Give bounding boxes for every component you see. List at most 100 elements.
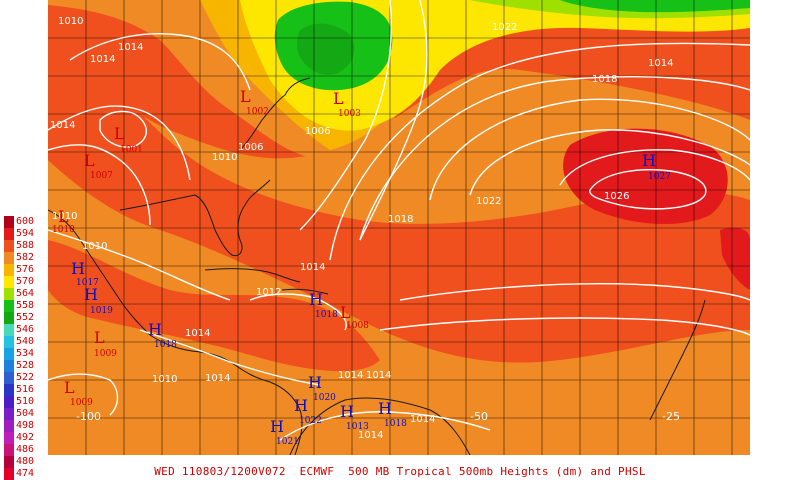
high-pressure-center: H 1019: [84, 285, 113, 316]
legend-label: 510: [16, 396, 35, 407]
svg-text:1001: 1001: [120, 145, 143, 155]
legend-entry: 552: [2, 312, 46, 324]
svg-text:H: H: [270, 417, 284, 436]
isobar-label: 1014: [50, 120, 75, 131]
legend-label: 552: [16, 312, 35, 323]
isobar-label: 1010: [82, 241, 107, 252]
svg-text:1018: 1018: [384, 419, 407, 429]
isobar-label: 1014: [410, 414, 435, 425]
isobar-label: 1010: [58, 16, 83, 27]
legend-swatch: [4, 348, 14, 360]
svg-text:1018: 1018: [315, 310, 338, 320]
isobars: [48, 0, 750, 441]
high-pressure-center: H 1020: [308, 373, 336, 403]
legend-label: 504: [16, 408, 35, 419]
legend-label: 492: [16, 432, 35, 443]
svg-text:L: L: [240, 87, 251, 106]
isobar-label: 1010: [52, 211, 77, 222]
height-shading: [48, 0, 750, 455]
svg-text:L: L: [340, 303, 351, 322]
legend-entry: 588: [2, 240, 46, 252]
legend-entry: 516: [2, 384, 46, 396]
high-pressure-center: H 1017: [71, 259, 99, 288]
legend-entry: 534: [2, 348, 46, 360]
svg-text:1027: 1027: [648, 172, 671, 182]
isobar-label: 1014: [338, 370, 363, 381]
low-pressure-center: L 1003: [333, 89, 361, 119]
isobar-label: 1014: [185, 328, 210, 339]
legend-entry: 492: [2, 432, 46, 444]
legend-entry: 594: [2, 228, 46, 240]
svg-text:L: L: [64, 378, 75, 397]
svg-text:L: L: [114, 124, 125, 143]
isobar-label: 1014: [118, 42, 143, 53]
land-outlines: [48, 77, 706, 455]
svg-text:1007: 1007: [90, 171, 113, 181]
svg-text:L: L: [333, 89, 344, 108]
legend-entry: 558: [2, 300, 46, 312]
legend-swatch: [4, 408, 14, 420]
legend-entry: 498: [2, 420, 46, 432]
low-pressure-center: L 1007: [84, 151, 113, 181]
isobar-label: 1014: [648, 58, 673, 69]
low-pressure-center: L 1010: [52, 207, 75, 235]
legend-label: 498: [16, 420, 35, 431]
high-pressure-center: H 1018: [378, 399, 407, 429]
svg-text:L: L: [94, 328, 105, 347]
high-pressure-center: H 1022: [294, 396, 322, 426]
isobar-label: 1014: [358, 430, 383, 441]
legend-entry: 504: [2, 408, 46, 420]
legend-label: 582: [16, 252, 35, 263]
svg-text:H: H: [340, 402, 354, 421]
legend-entry: 600: [2, 216, 46, 228]
longitude-label: -100: [76, 410, 101, 423]
legend-swatch: [4, 240, 14, 252]
isobar-label: 1022: [492, 22, 517, 33]
legend-swatch: [4, 360, 14, 372]
svg-text:1010: 1010: [52, 225, 75, 235]
legend-swatch: [4, 216, 14, 228]
legend-label: 516: [16, 384, 35, 395]
svg-text:1003: 1003: [338, 109, 361, 119]
legend-label: 570: [16, 276, 35, 287]
legend-label: 558: [16, 300, 35, 311]
high-pressure-center: H 1013: [340, 402, 369, 432]
legend-swatch: [4, 252, 14, 264]
legend-label: 540: [16, 336, 35, 347]
svg-text:L: L: [84, 151, 95, 170]
low-pressure-center: L 1009: [64, 378, 93, 408]
legend-entry: 582: [2, 252, 46, 264]
legend-label: 522: [16, 372, 35, 383]
svg-text:1009: 1009: [70, 398, 93, 408]
isobar-label: 1014: [90, 54, 115, 65]
legend-swatch: [4, 384, 14, 396]
legend-swatch: [4, 288, 14, 300]
low-pressure-center: L 1008: [340, 303, 369, 331]
legend-swatch: [4, 468, 14, 480]
legend-swatch: [4, 336, 14, 348]
legend-label: 564: [16, 288, 35, 299]
legend-swatch: [4, 228, 14, 240]
high-pressure-center: H 1018: [148, 320, 177, 350]
isobar-labels: 1010 1014 1014 1014 1022 1018 1014 1006 …: [50, 16, 673, 441]
legend-label: 528: [16, 360, 35, 371]
legend-label: 594: [16, 228, 35, 239]
legend-label: 588: [16, 240, 35, 251]
svg-text:L: L: [58, 207, 69, 226]
svg-text:1020: 1020: [313, 393, 336, 403]
low-pressure-center: L 1009: [94, 328, 117, 359]
legend-entry: 474: [2, 468, 46, 480]
legend-swatch: [4, 444, 14, 456]
svg-text:1008: 1008: [346, 321, 369, 331]
svg-text:H: H: [309, 290, 323, 309]
longitude-labels: -100 -50 -25: [76, 410, 680, 423]
svg-text:1009: 1009: [94, 349, 117, 359]
isobar-label: 1018: [388, 214, 413, 225]
legend-label: 576: [16, 264, 35, 275]
svg-text:H: H: [148, 320, 162, 339]
legend-swatch: [4, 324, 14, 336]
isobar-label: 1018: [592, 74, 617, 85]
svg-text:H: H: [84, 285, 98, 304]
low-pressure-center: L 1002: [240, 87, 269, 117]
longitude-label: -50: [470, 410, 488, 423]
